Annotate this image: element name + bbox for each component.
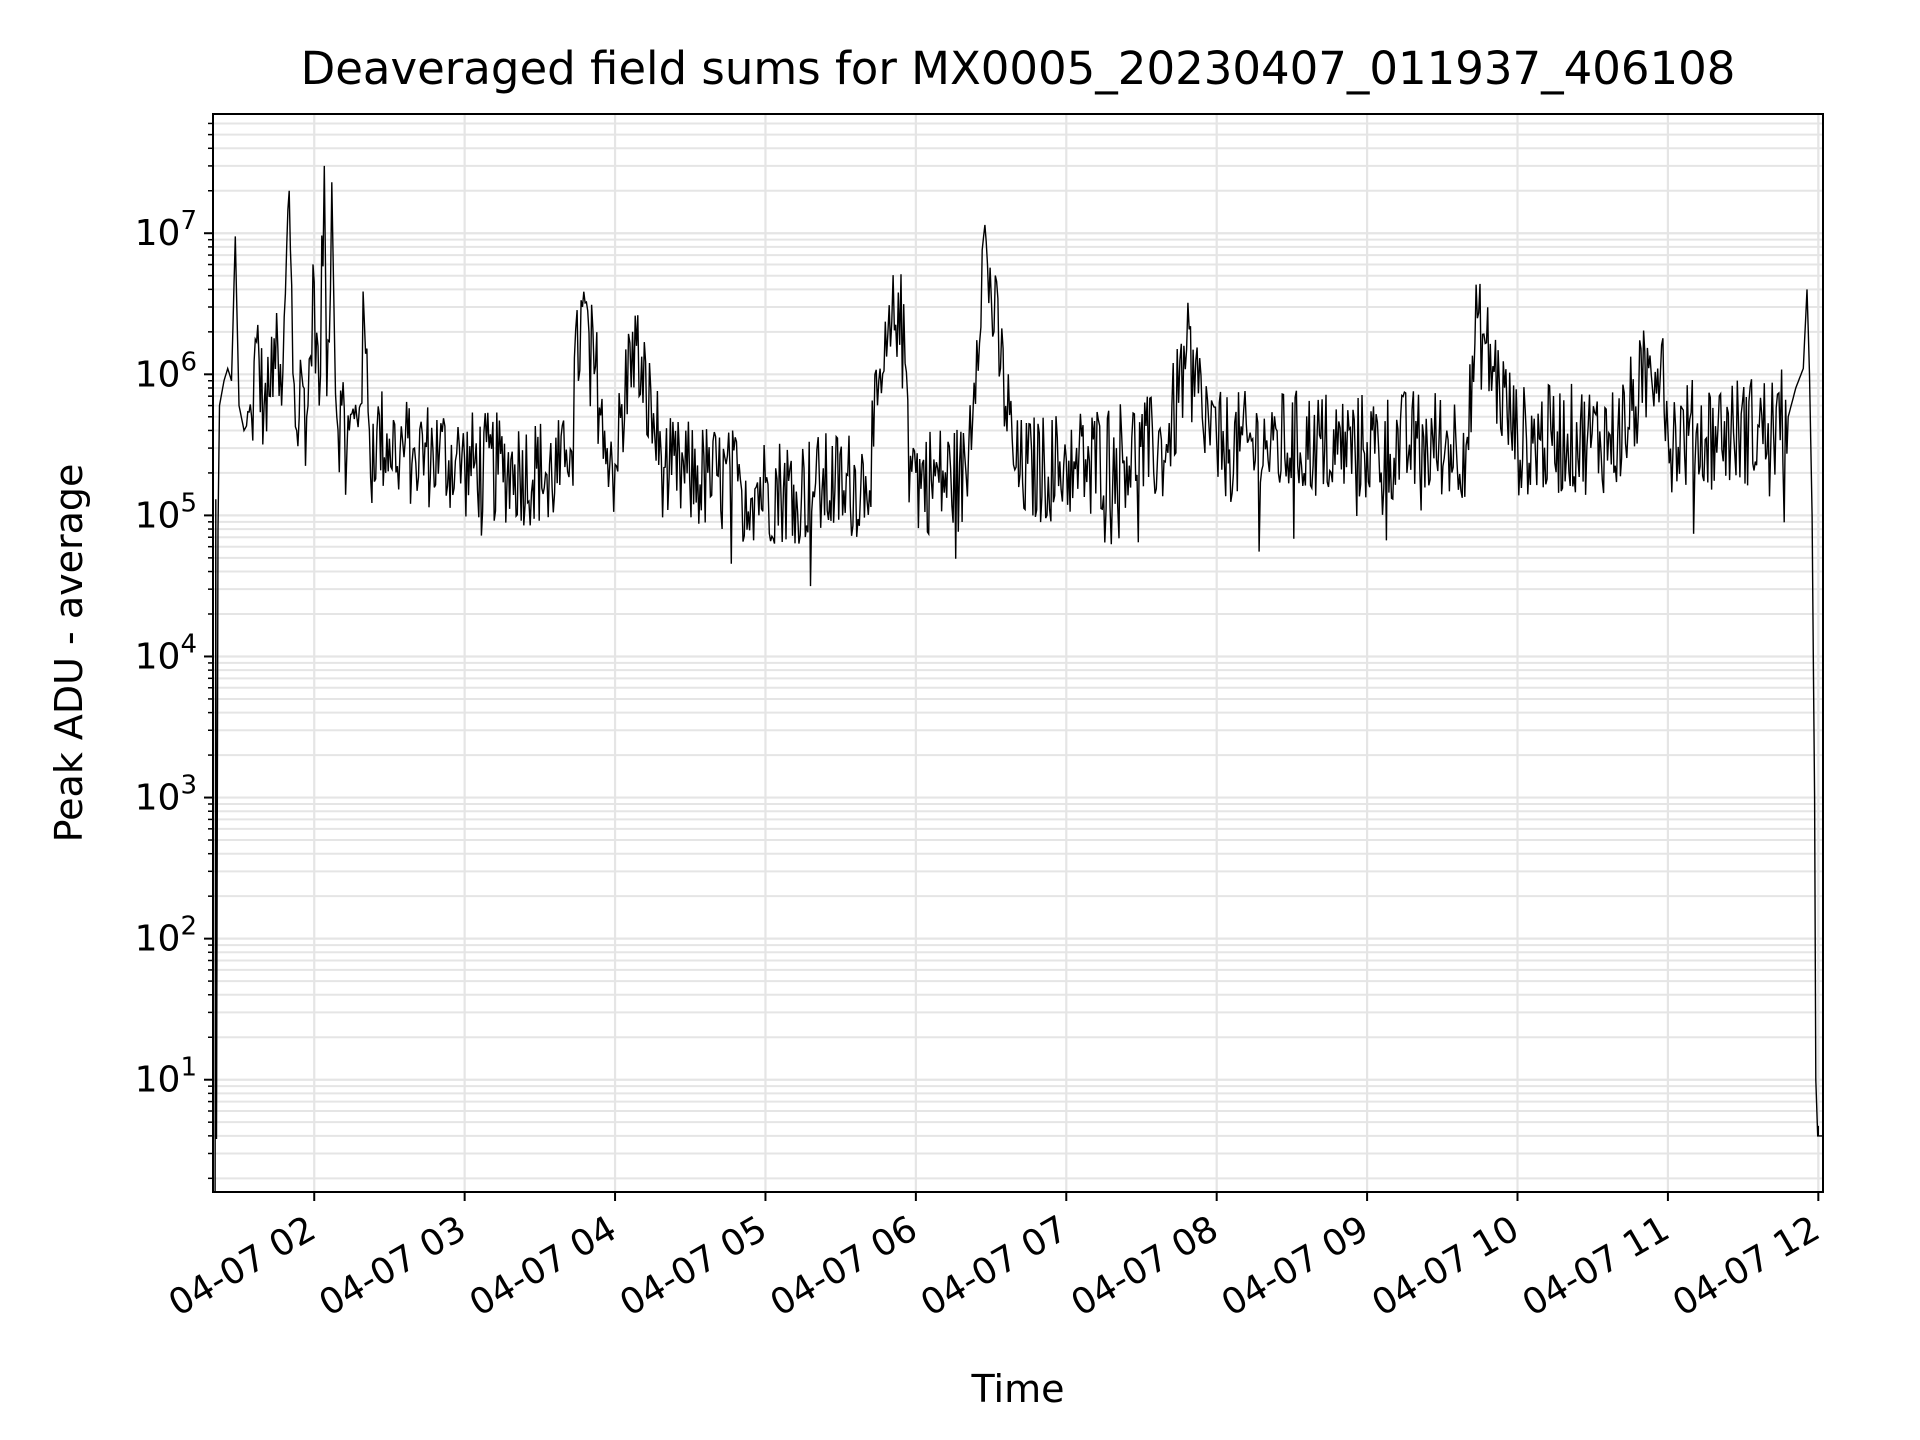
- y-tick-label: 101: [135, 1053, 197, 1101]
- x-axis-label: Time: [971, 1367, 1065, 1411]
- grid-lines: [213, 114, 1823, 1192]
- series-line: [214, 165, 1823, 1193]
- data-layer: [214, 165, 1823, 1193]
- y-tick-label: 103: [135, 771, 197, 819]
- y-axis-label: Peak ADU - average: [47, 464, 91, 843]
- chart-title: Deaveraged field sums for MX0005_2023040…: [301, 42, 1736, 95]
- y-tick-label: 102: [135, 912, 197, 960]
- y-tick-label: 104: [135, 629, 197, 677]
- y-tick-label: 107: [135, 206, 197, 254]
- tick-marks: [204, 122, 1820, 1201]
- y-tick-label: 106: [135, 347, 197, 395]
- y-tick-label: 105: [135, 488, 197, 536]
- y-tick-labels: 101 102 103 104 105 106 107: [135, 206, 197, 1100]
- plot-frame: [212, 113, 1824, 1193]
